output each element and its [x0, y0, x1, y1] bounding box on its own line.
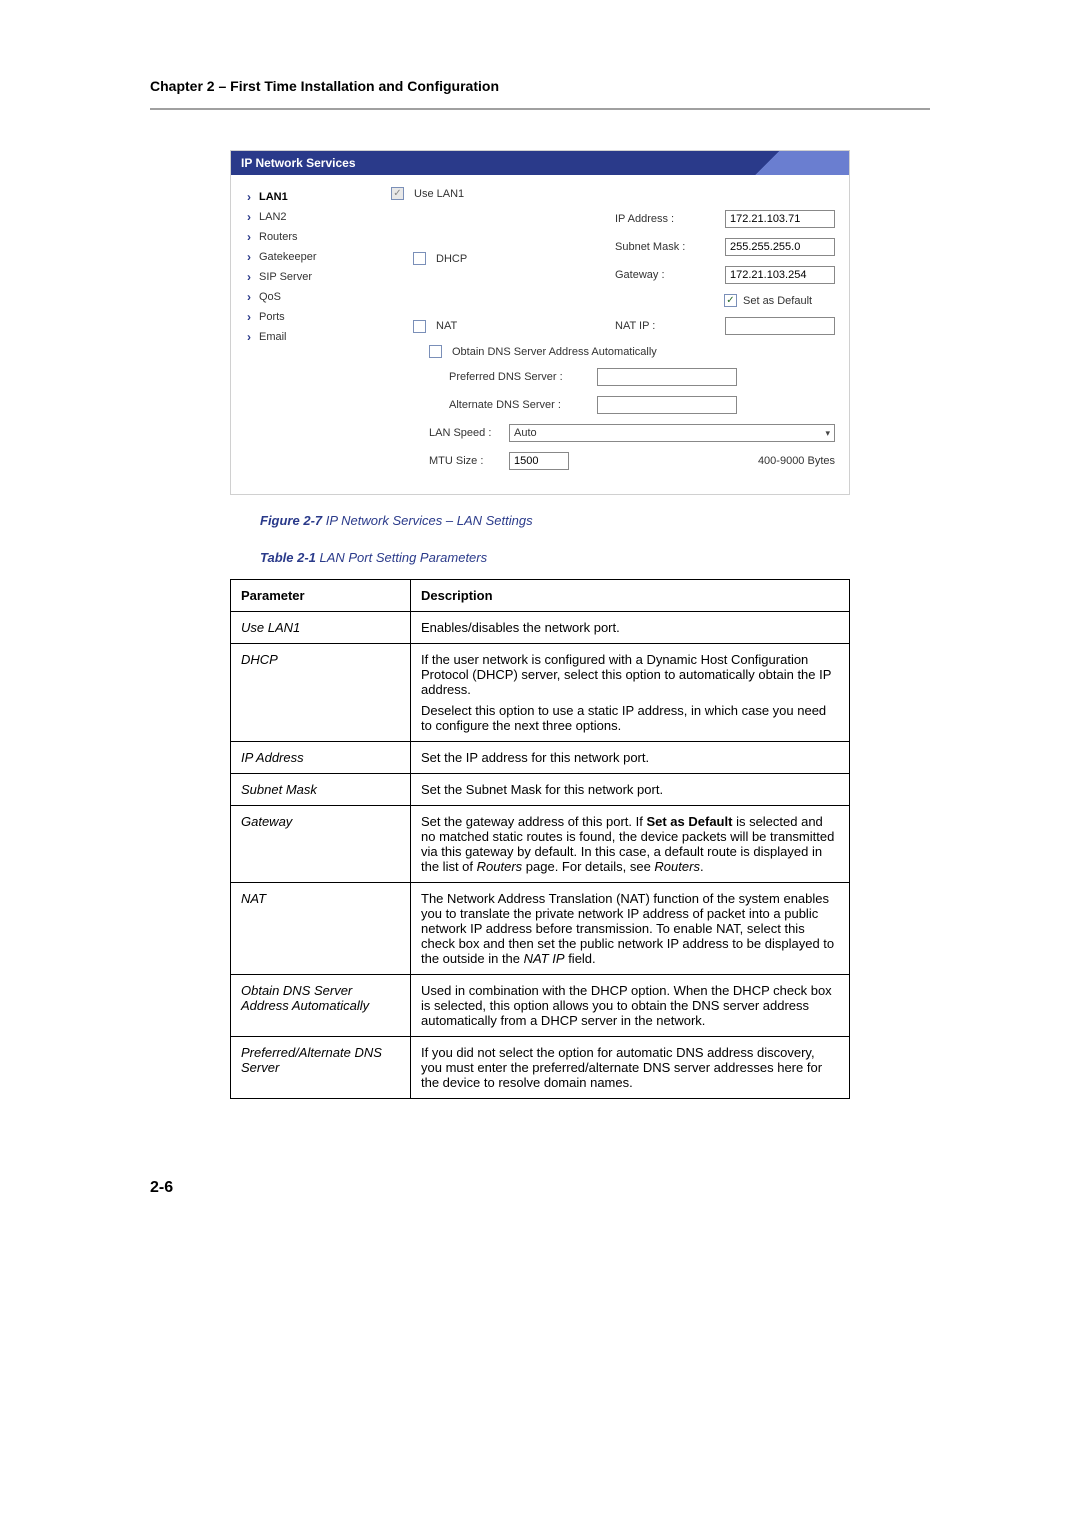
th-description: Description [411, 580, 850, 612]
nat-ip-input[interactable] [725, 317, 835, 335]
ui-screenshot: IP Network Services ›LAN1 ›LAN2 ›Routers… [230, 150, 850, 495]
mtu-hint: 400-9000 Bytes [758, 455, 835, 467]
param-cell: Preferred/Alternate DNS Server [231, 1037, 411, 1099]
desc-cell: If the user network is configured with a… [411, 644, 850, 742]
sidebar-item-sip-server[interactable]: ›SIP Server [247, 267, 371, 287]
param-cell: IP Address [231, 742, 411, 774]
chevron-icon: › [247, 290, 251, 304]
alternate-dns-input[interactable] [597, 396, 737, 414]
desc-cell: Set the gateway address of this port. If… [411, 806, 850, 883]
gateway-label: Gateway : [615, 269, 707, 281]
table-row: Obtain DNS Server Address AutomaticallyU… [231, 975, 850, 1037]
chevron-icon: › [247, 250, 251, 264]
sidebar-item-lan2[interactable]: ›LAN2 [247, 207, 371, 227]
chevron-icon: › [247, 210, 251, 224]
param-cell: DHCP [231, 644, 411, 742]
ui-sidebar: ›LAN1 ›LAN2 ›Routers ›Gatekeeper ›SIP Se… [231, 175, 381, 494]
sidebar-item-ports[interactable]: ›Ports [247, 307, 371, 327]
gateway-input[interactable] [725, 266, 835, 284]
param-cell: NAT [231, 883, 411, 975]
chevron-icon: › [247, 230, 251, 244]
chapter-header: Chapter 2 – First Time Installation and … [150, 78, 930, 110]
use-lan1-label: Use LAN1 [414, 188, 464, 200]
table-caption: Table 2-1 LAN Port Setting Parameters [260, 550, 930, 565]
desc-cell: Set the Subnet Mask for this network por… [411, 774, 850, 806]
desc-cell: Enables/disables the network port. [411, 612, 850, 644]
sidebar-item-email[interactable]: ›Email [247, 327, 371, 347]
alternate-dns-label: Alternate DNS Server : [449, 399, 579, 411]
param-table: Parameter Description Use LAN1Enables/di… [230, 579, 850, 1099]
chevron-icon: › [247, 310, 251, 324]
lan-speed-select[interactable]: Auto ▾ [509, 424, 835, 442]
table-row: Subnet MaskSet the Subnet Mask for this … [231, 774, 850, 806]
subnet-mask-input[interactable] [725, 238, 835, 256]
dhcp-checkbox[interactable] [413, 252, 426, 265]
sidebar-item-qos[interactable]: ›QoS [247, 287, 371, 307]
obtain-dns-checkbox[interactable] [429, 345, 442, 358]
dhcp-label: DHCP [436, 253, 467, 265]
desc-cell: Set the IP address for this network port… [411, 742, 850, 774]
sidebar-item-gatekeeper[interactable]: ›Gatekeeper [247, 247, 371, 267]
page-number: 2-6 [150, 1179, 930, 1197]
param-cell: Subnet Mask [231, 774, 411, 806]
figure-caption: Figure 2-7 IP Network Services – LAN Set… [260, 513, 930, 528]
param-cell: Gateway [231, 806, 411, 883]
desc-cell: If you did not select the option for aut… [411, 1037, 850, 1099]
sidebar-item-lan1[interactable]: ›LAN1 [247, 187, 371, 207]
ip-address-label: IP Address : [615, 213, 707, 225]
desc-cell: Used in combination with the DHCP option… [411, 975, 850, 1037]
nat-ip-label: NAT IP : [615, 320, 707, 332]
table-row: Preferred/Alternate DNS ServerIf you did… [231, 1037, 850, 1099]
param-cell: Use LAN1 [231, 612, 411, 644]
desc-cell: The Network Address Translation (NAT) fu… [411, 883, 850, 975]
ui-form: ✓ Use LAN1 DHCP IP Address : Subnet Mask… [381, 175, 849, 494]
obtain-dns-label: Obtain DNS Server Address Automatically [452, 346, 657, 358]
preferred-dns-label: Preferred DNS Server : [449, 371, 579, 383]
use-lan1-checkbox[interactable]: ✓ [391, 187, 404, 200]
chevron-icon: › [247, 190, 251, 204]
table-row: DHCPIf the user network is configured wi… [231, 644, 850, 742]
mtu-size-input[interactable] [509, 452, 569, 470]
param-cell: Obtain DNS Server Address Automatically [231, 975, 411, 1037]
ip-address-input[interactable] [725, 210, 835, 228]
ui-titlebar: IP Network Services [231, 151, 849, 175]
table-row: GatewaySet the gateway address of this p… [231, 806, 850, 883]
table-row: Use LAN1Enables/disables the network por… [231, 612, 850, 644]
preferred-dns-input[interactable] [597, 368, 737, 386]
mtu-size-label: MTU Size : [429, 455, 499, 467]
set-as-default-label: Set as Default [743, 295, 835, 307]
set-as-default-checkbox[interactable]: ✓ [724, 294, 737, 307]
table-row: NATThe Network Address Translation (NAT)… [231, 883, 850, 975]
subnet-mask-label: Subnet Mask : [615, 241, 707, 253]
chevron-down-icon: ▾ [825, 428, 830, 439]
chevron-icon: › [247, 330, 251, 344]
chevron-icon: › [247, 270, 251, 284]
nat-label: NAT [436, 320, 457, 332]
th-parameter: Parameter [231, 580, 411, 612]
nat-checkbox[interactable] [413, 320, 426, 333]
table-row: IP AddressSet the IP address for this ne… [231, 742, 850, 774]
sidebar-item-routers[interactable]: ›Routers [247, 227, 371, 247]
lan-speed-label: LAN Speed : [429, 427, 499, 439]
